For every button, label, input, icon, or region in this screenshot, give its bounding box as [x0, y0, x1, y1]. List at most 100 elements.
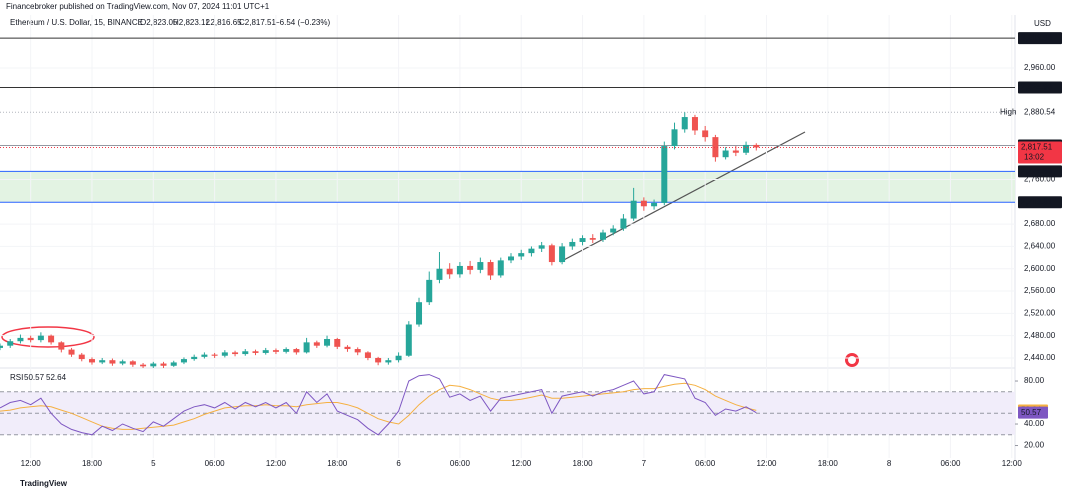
symbol: Ethereum / U.S. Dollar, 15, BINANCE — [10, 18, 143, 27]
y-tick-label: 2,600.00 — [1024, 264, 1056, 273]
candle-body — [252, 351, 259, 353]
highlight-ellipse — [1, 326, 95, 348]
candle-body — [640, 200, 647, 207]
x-tick-label: 12:00 — [1002, 459, 1023, 468]
high-label: High — [1000, 107, 1016, 116]
x-tick-label: 8 — [887, 459, 892, 468]
candle-body — [610, 228, 617, 233]
candle-body — [712, 137, 719, 158]
footer: TradingView — [20, 479, 68, 488]
level-label: 2,774.50 — [1021, 167, 1053, 176]
y-tick-label: 2,520.00 — [1024, 308, 1056, 317]
candle-body — [232, 352, 239, 355]
candles — [0, 112, 760, 368]
level-box — [1018, 32, 1062, 45]
current-price-box — [1018, 141, 1062, 164]
y-tick-label: 2,640.00 — [1024, 242, 1056, 251]
candle-body — [191, 356, 198, 360]
candle-body — [160, 363, 167, 366]
candle-body — [140, 364, 147, 367]
candle-body — [487, 262, 494, 276]
candle-body — [569, 241, 576, 247]
candle-body — [293, 349, 300, 353]
x-tick-label: 18:00 — [327, 459, 348, 468]
candle-body — [395, 355, 402, 361]
candle-body — [722, 150, 729, 158]
candle-body — [37, 335, 44, 341]
zone-layer — [0, 171, 1015, 203]
candle-body — [88, 359, 95, 363]
candle-body — [221, 352, 228, 356]
rsi-title: RSI — [10, 373, 23, 382]
candle-body — [456, 265, 463, 275]
candle-body — [58, 342, 65, 350]
ohlc-label: C2,817.51 — [239, 18, 276, 27]
rsi-header-value: 50.57 — [24, 373, 45, 382]
candle-body — [324, 339, 331, 346]
x-tick-label: 06:00 — [205, 459, 226, 468]
candle-body — [170, 362, 177, 366]
level-label: 3,013.50 — [1021, 33, 1053, 42]
x-tick-label: 12:00 — [266, 459, 287, 468]
candle-body — [375, 357, 382, 363]
ohlc-label: O2,823.05 — [140, 18, 178, 27]
y-tick-label: 2,440.00 — [1024, 353, 1056, 362]
level-label: 2,924.90 — [1021, 83, 1053, 92]
candle-body — [661, 146, 668, 203]
x-tick-label: 12:00 — [21, 459, 42, 468]
candle-body — [671, 129, 678, 147]
candle-body — [538, 245, 545, 249]
candle-body — [508, 256, 514, 261]
rsi-line — [0, 374, 757, 436]
level-box — [1018, 81, 1062, 94]
x-tick-label: 6 — [396, 459, 401, 468]
candle-body — [702, 130, 709, 138]
candle-body — [119, 361, 126, 364]
rsi-value-box — [1018, 406, 1048, 419]
candle-body — [7, 341, 14, 346]
candle-body — [559, 246, 566, 263]
event-icon[interactable] — [845, 353, 859, 367]
x-tick-label: 18:00 — [82, 459, 103, 468]
x-tick-label: 06:00 — [695, 459, 716, 468]
candle-body — [150, 363, 157, 367]
level-box — [1018, 196, 1062, 209]
candle-body — [354, 349, 361, 353]
candle-body — [589, 238, 596, 240]
candle-body — [436, 268, 443, 280]
rsi-tick-label: 80.00 — [1024, 376, 1045, 385]
candle-body — [180, 359, 187, 363]
candle-body — [283, 349, 290, 352]
candle-body — [17, 337, 24, 342]
x-tick-label: 06:00 — [450, 459, 471, 468]
candle-body — [518, 253, 525, 257]
candle-body — [109, 360, 116, 364]
candle-body — [405, 324, 412, 356]
candle-body — [27, 337, 34, 341]
ohlc-label: H2,823.12 — [173, 18, 210, 27]
candle-body — [467, 265, 474, 270]
ohlc-label: L2,816.65 — [206, 18, 242, 27]
publisher: Financebroker published on TradingView.c… — [6, 2, 270, 11]
candle-body — [426, 279, 433, 303]
candle-body — [477, 262, 484, 270]
current-price-label: 2,817.51 — [1021, 143, 1053, 152]
candle-body — [651, 202, 658, 207]
candle-body — [272, 350, 279, 352]
level-box — [1018, 165, 1062, 178]
candle-body — [364, 352, 371, 358]
candle-body — [242, 351, 249, 355]
high-value: 2,880.54 — [1024, 107, 1056, 116]
candle-body — [416, 302, 423, 325]
x-tick-label: 12:00 — [756, 459, 777, 468]
y-tick-label: 2,680.00 — [1024, 219, 1056, 228]
support-zone — [0, 171, 1015, 203]
candle-body — [528, 248, 535, 254]
x-tick-label: 18:00 — [818, 459, 839, 468]
level-label: 2,719.31 — [1021, 197, 1053, 206]
candle-body — [129, 361, 136, 365]
candle-body — [620, 218, 627, 229]
candle-body — [68, 349, 75, 355]
currency: USD — [1034, 19, 1051, 28]
candle-body — [681, 117, 688, 130]
